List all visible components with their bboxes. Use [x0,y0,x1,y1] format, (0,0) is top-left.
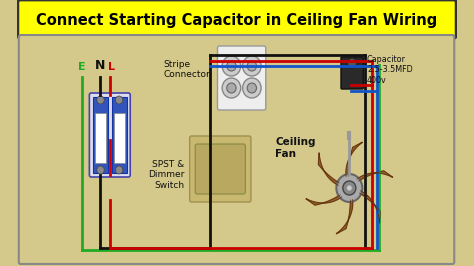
FancyBboxPatch shape [341,57,363,89]
Text: N: N [94,59,105,72]
Polygon shape [336,200,353,234]
FancyBboxPatch shape [19,35,454,264]
Text: E: E [78,62,86,72]
FancyBboxPatch shape [90,93,130,177]
FancyBboxPatch shape [190,136,251,202]
Circle shape [222,78,241,98]
Circle shape [346,185,352,191]
Circle shape [227,83,236,93]
Polygon shape [319,153,339,185]
Text: Connect Starting Capacitor in Ceiling Fan Wiring: Connect Starting Capacitor in Ceiling Fa… [36,13,438,27]
Circle shape [115,96,123,104]
FancyBboxPatch shape [195,144,246,194]
Circle shape [227,61,236,71]
Polygon shape [359,191,380,223]
Circle shape [243,56,261,76]
Circle shape [222,56,241,76]
Text: L: L [108,62,115,72]
Circle shape [115,166,123,174]
Circle shape [343,181,356,195]
Circle shape [243,78,261,98]
Text: Capacitor
2.5-3.5MFD
400v: Capacitor 2.5-3.5MFD 400v [367,55,413,85]
Circle shape [247,61,256,71]
FancyBboxPatch shape [218,46,266,110]
Circle shape [97,166,104,174]
Bar [113,113,125,163]
Bar [95,113,106,163]
Bar [112,97,127,173]
Polygon shape [306,195,342,205]
Circle shape [247,83,256,93]
Circle shape [337,174,362,202]
Text: SPST &
Dimmer
Switch: SPST & Dimmer Switch [148,160,184,190]
Circle shape [97,96,104,104]
Bar [93,97,108,173]
Circle shape [347,58,357,68]
Polygon shape [357,171,393,181]
FancyBboxPatch shape [18,0,456,38]
Text: Stripe
Connector: Stripe Connector [164,60,210,79]
Polygon shape [346,142,363,177]
Text: Ceiling
Fan: Ceiling Fan [275,137,316,159]
